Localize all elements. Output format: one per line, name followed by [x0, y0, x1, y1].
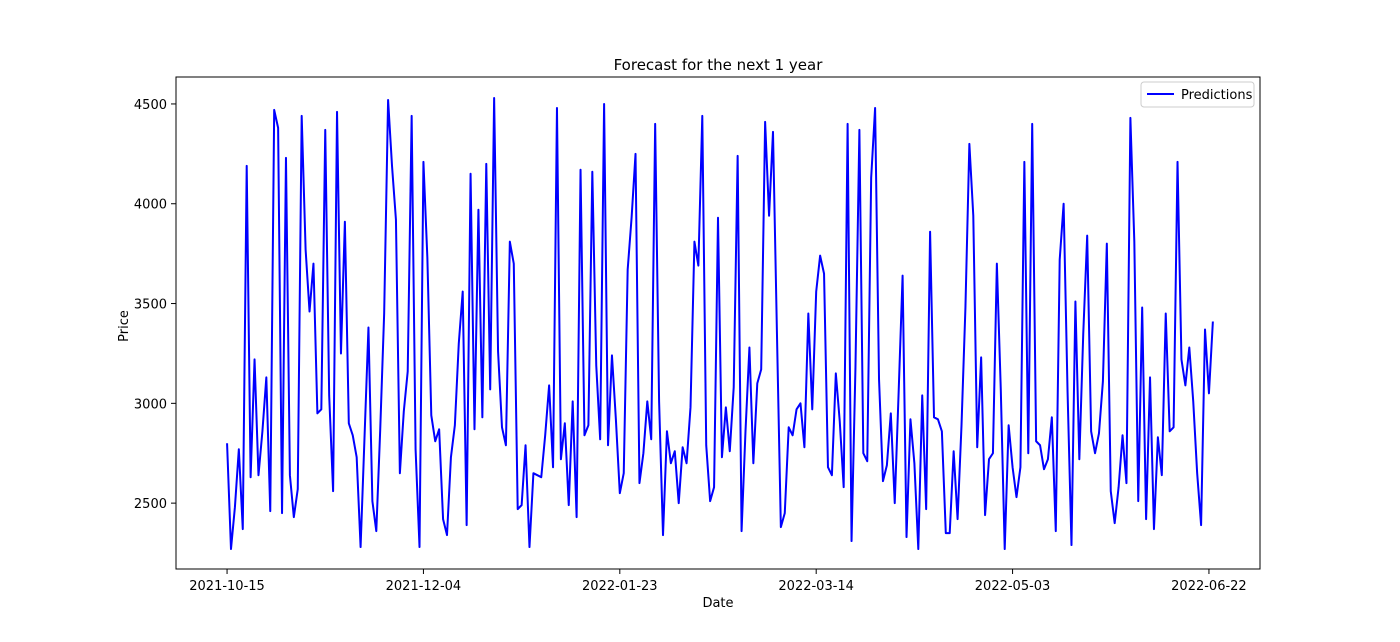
x-tick-label: 2022-05-03	[975, 579, 1051, 594]
y-tick-label: 4000	[134, 198, 167, 213]
y-axis: 2500 3000 3500 4000 4500	[134, 98, 176, 512]
y-tick-label: 2500	[134, 497, 167, 512]
x-tick-label: 2022-06-22	[1171, 579, 1247, 594]
y-axis-title: Price	[117, 310, 132, 342]
y-tick-label: 3500	[134, 298, 167, 313]
x-tick-label: 2021-12-04	[386, 579, 462, 594]
x-axis-title: Date	[702, 596, 733, 611]
x-tick-label: 2022-03-14	[778, 579, 854, 594]
legend: Predictions	[1140, 81, 1255, 108]
legend-box	[1140, 81, 1255, 108]
legend-label-predictions: Predictions	[1181, 88, 1253, 103]
plot-frame	[175, 76, 1261, 570]
x-axis: 2021-10-15 2021-12-04 2022-01-23 2022-03-14…	[189, 569, 1247, 594]
chart-title: Forecast for the next 1 year	[614, 56, 824, 74]
x-tick-label: 2021-10-15	[189, 579, 265, 594]
y-tick-label: 3000	[134, 397, 167, 412]
x-tick-label: 2022-01-23	[582, 579, 658, 594]
y-tick-label: 4500	[134, 98, 167, 113]
series-layer	[226, 96, 1214, 551]
series-line-predictions	[226, 96, 1214, 551]
